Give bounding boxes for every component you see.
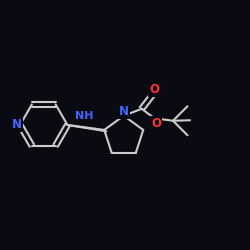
Text: NH: NH: [75, 111, 94, 121]
Text: O: O: [149, 83, 159, 96]
Text: N: N: [12, 118, 22, 132]
Text: O: O: [151, 117, 161, 130]
Text: N: N: [119, 105, 129, 118]
